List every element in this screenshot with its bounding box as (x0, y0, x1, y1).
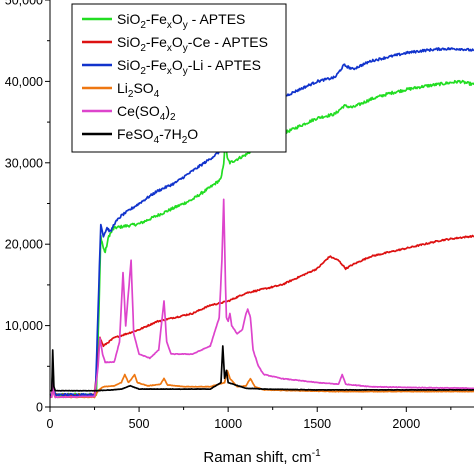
y-tick-label: 40,000 (5, 75, 43, 89)
legend-label-part: x (167, 43, 172, 54)
legend-label-part: Ce(SO (117, 103, 160, 119)
x-axis-label: Raman shift, cm-1 (203, 448, 321, 466)
legend-label-part: O (172, 34, 183, 50)
legend-label-s1: SiO2-FexOy - APTES (117, 11, 245, 31)
legend-label-part: -Li - APTES (188, 57, 261, 73)
y-tick-label: 30,000 (5, 156, 43, 170)
legend-label-part: 2 (140, 43, 146, 54)
x-axis-label-sup: -1 (312, 448, 321, 459)
legend-label-part: 2 (128, 89, 134, 100)
x-tick-label: 0 (47, 417, 54, 431)
series-line-s4 (49, 369, 474, 399)
legend-label-part: -Ce - APTES (188, 34, 268, 50)
legend-label-part: 4 (160, 112, 166, 123)
series-line-s6 (49, 345, 474, 392)
legend-label-part: SiO (117, 57, 140, 73)
plot-frame (49, 0, 474, 408)
x-tick-label: 1500 (303, 417, 331, 431)
x-tick-label: 1000 (214, 417, 242, 431)
legend-label-part: SiO (117, 11, 140, 27)
legend-label-part: -Fe (146, 57, 167, 73)
legend-label-s3: SiO2-FexOy-Li - APTES (117, 57, 261, 77)
legend-label-s6: FeSO4-7H2O (117, 126, 198, 146)
y-tick-label: 0 (36, 401, 43, 415)
y-tick-label: 20,000 (5, 238, 43, 252)
y-tick-label: 10,000 (5, 319, 43, 333)
legend-label-part: ) (165, 103, 170, 119)
legend-label-part: y (183, 20, 188, 31)
legend-label-part: O (187, 126, 198, 142)
legend-label-s2: SiO2-FexOy-Ce - APTES (117, 34, 268, 54)
legend-label-part: 2 (182, 135, 188, 146)
x-axis-ticks: 0 500 1000 1500 2000 (47, 407, 452, 431)
legend-label-part: x (167, 20, 172, 31)
legend-label-part: O (172, 57, 183, 73)
legend-label-part: SO (133, 80, 153, 96)
x-axis-label-text: Raman shift, cm (203, 449, 311, 466)
legend-label-s5: Ce(SO4)2 (117, 103, 176, 123)
y-tick-label: 50,000 (5, 0, 43, 8)
legend-label-part: - APTES (188, 11, 246, 27)
x-tick-label: 500 (129, 417, 150, 431)
y-axis-ticks: 0 10,000 20,000 30,000 40,000 50,000 (5, 0, 50, 415)
legend-label-part: 4 (154, 135, 160, 146)
legend-label-part: 2 (170, 112, 176, 123)
series-line-s5 (49, 198, 474, 399)
legend-box (71, 3, 287, 153)
legend-label-part: y (183, 43, 188, 54)
legend-label-part: 2 (140, 20, 146, 31)
legend-label-part: -7H (159, 126, 182, 142)
legend-label-part: Li (117, 80, 128, 96)
legend-label-part: x (167, 66, 172, 77)
legend-label-part: SiO (117, 34, 140, 50)
legend-label-s4: Li2SO4 (117, 80, 160, 100)
legend-label-part: -Fe (146, 34, 167, 50)
legend-label-part: FeSO (117, 126, 154, 142)
x-tick-label: 2000 (392, 417, 420, 431)
legend-label-part: y (183, 66, 188, 77)
legend-label-part: O (172, 11, 183, 27)
legend-label-part: -Fe (146, 11, 167, 27)
legend-label-part: 2 (140, 66, 146, 77)
legend-label-part: 4 (154, 89, 160, 100)
